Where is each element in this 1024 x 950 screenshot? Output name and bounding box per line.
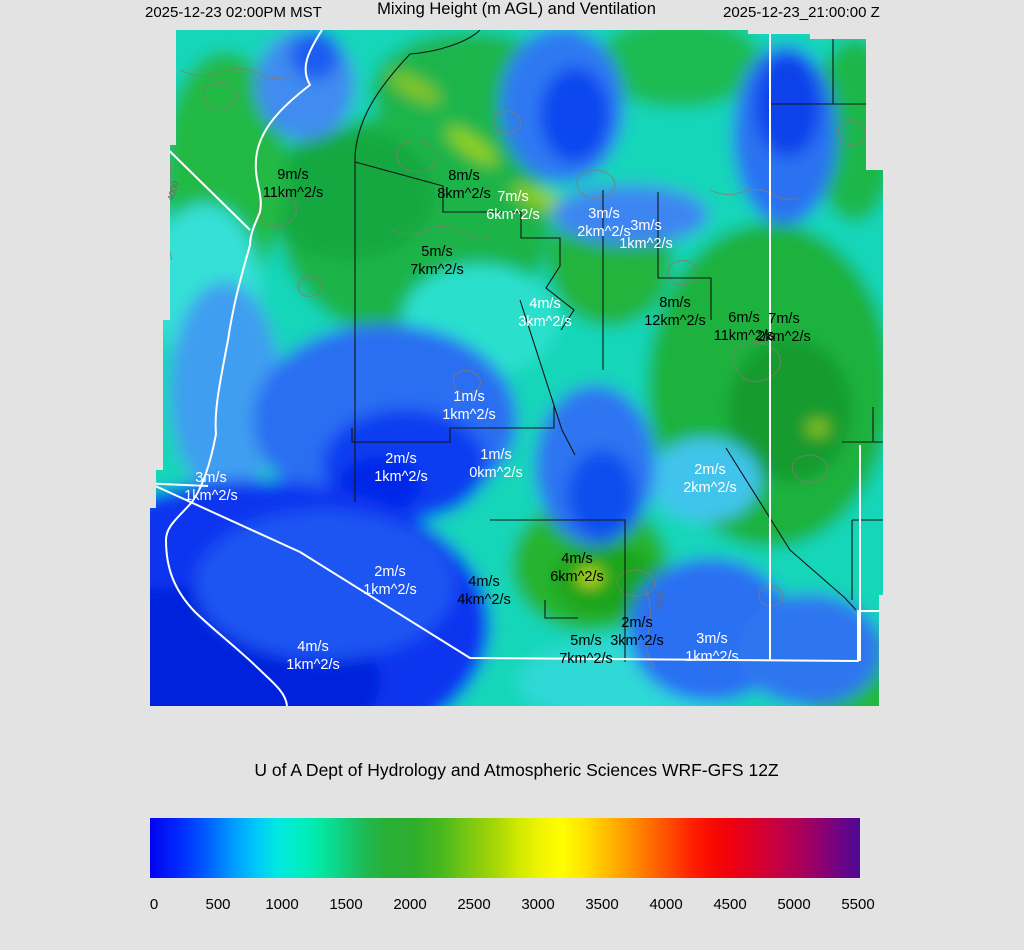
colorbar <box>150 818 860 878</box>
county-border-lines <box>351 30 883 662</box>
valid-local-datetime: 2025-12-23 02:00PM MST <box>145 4 322 21</box>
mexico-border <box>150 482 883 662</box>
colorbar-tick-label: 2000 <box>393 896 427 913</box>
mixing-height-field <box>150 30 883 706</box>
colorbar-tick-label: 1000 <box>265 896 299 913</box>
colorbar-tick-label: 4500 <box>713 896 747 913</box>
colorbar-tick-label: 5000 <box>777 896 811 913</box>
colorbar-tick-label: 5500 <box>841 896 875 913</box>
page-title: Mixing Height (m AGL) and Ventilation <box>377 0 656 18</box>
colorbar-tick-label: 3000 <box>521 896 555 913</box>
valid-utc-datetime: 2025-12-23_21:00:00 Z <box>723 4 880 21</box>
colorbar-tick-label: 2500 <box>457 896 491 913</box>
colorado-river-border <box>165 30 323 706</box>
model-caption: U of A Dept of Hydrology and Atmospheric… <box>254 760 779 780</box>
forecast-map <box>150 30 883 706</box>
colorbar-tick-label: 500 <box>205 896 231 913</box>
colorbar-tick-label: 3500 <box>585 896 619 913</box>
colorbar-tick-label: 0 <box>149 896 159 913</box>
domain-margin <box>150 30 883 706</box>
color-field <box>150 30 883 706</box>
colorbar-tick-label: 1500 <box>329 896 363 913</box>
colorbar-tick-label: 4000 <box>649 896 683 913</box>
state-border-lines <box>150 30 883 706</box>
